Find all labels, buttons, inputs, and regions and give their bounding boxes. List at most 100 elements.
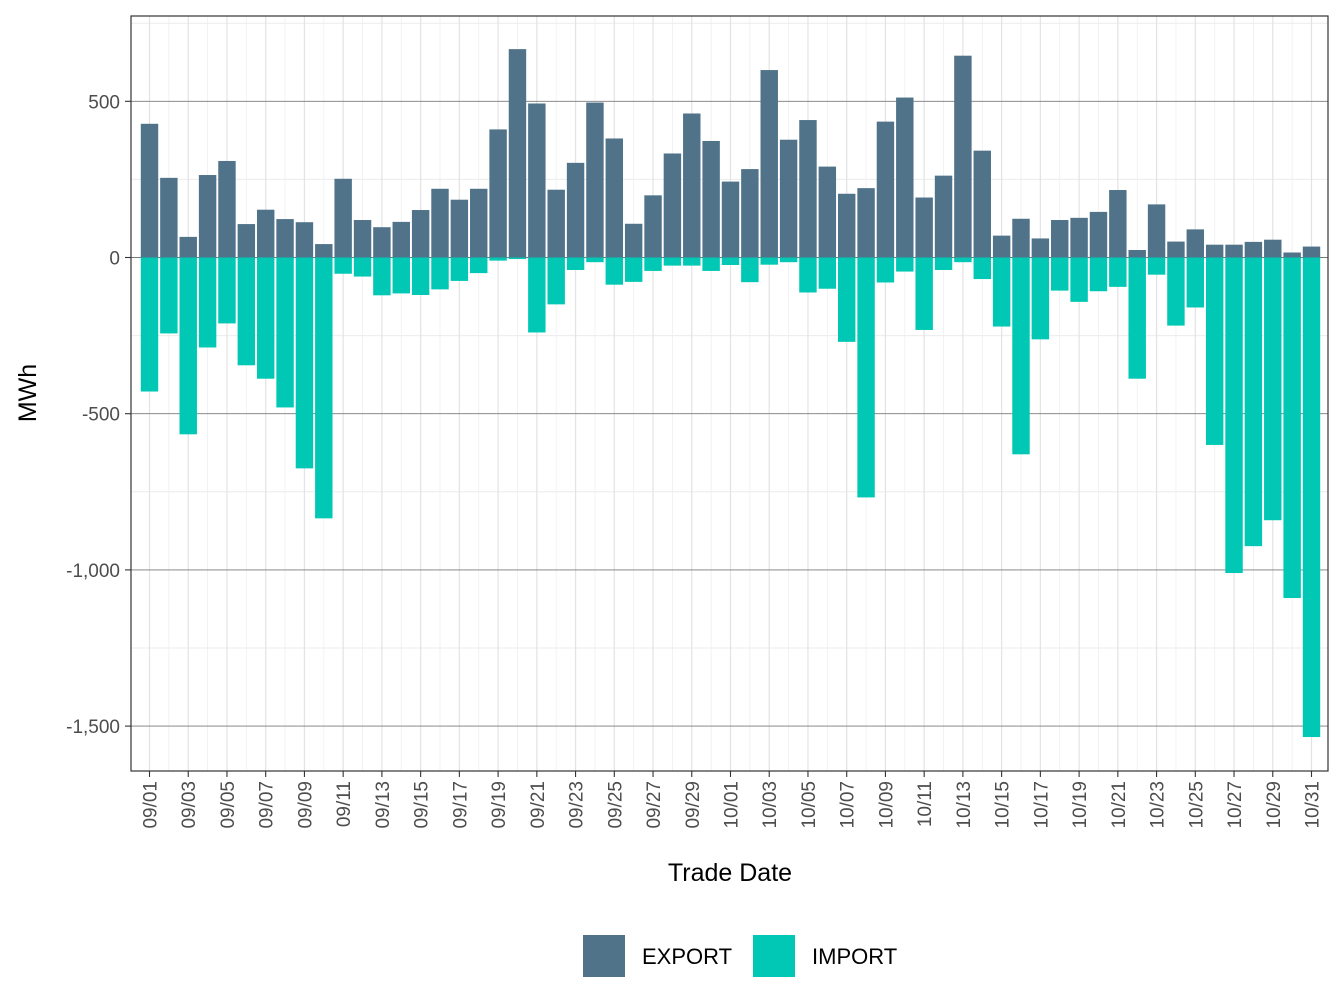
- bar-export-10-05: [799, 120, 817, 258]
- bar-export-09-06: [237, 224, 256, 258]
- bar-export-10-14: [973, 150, 991, 258]
- bar-import-10-18: [1051, 257, 1069, 291]
- x-tick-label: 09/23: [567, 781, 588, 829]
- bar-import-10-13: [954, 257, 972, 263]
- x-tick-label: 10/17: [1031, 781, 1052, 829]
- bar-export-10-17: [1031, 238, 1050, 258]
- bar-import-09-05: [218, 257, 236, 324]
- x-tick-label: 09/03: [179, 781, 200, 829]
- bar-export-10-23: [1147, 204, 1166, 258]
- bar-export-10-10: [896, 97, 914, 258]
- x-tick-label: 10/29: [1264, 781, 1285, 829]
- bar-import-10-06: [818, 257, 837, 289]
- bar-import-09-26: [624, 257, 643, 282]
- bar-import-10-27: [1225, 257, 1243, 574]
- bar-import-10-04: [779, 257, 798, 263]
- bar-import-10-17: [1031, 257, 1050, 340]
- x-tick-label: 10/21: [1109, 781, 1130, 829]
- x-tick-label: 09/01: [141, 781, 162, 829]
- bar-export-09-18: [470, 188, 488, 258]
- bar-export-09-20: [508, 49, 527, 258]
- bar-export-09-13: [373, 227, 391, 258]
- bar-export-09-05: [218, 160, 236, 258]
- x-tick-label: 09/21: [528, 781, 549, 829]
- bar-import-10-20: [1089, 257, 1108, 292]
- bar-import-10-22: [1128, 257, 1146, 379]
- bar-export-10-11: [915, 197, 933, 258]
- bar-import-09-24: [586, 257, 604, 263]
- x-tick-label: 10/13: [954, 781, 975, 829]
- bar-export-09-15: [411, 210, 430, 258]
- y-tick-label: 500: [88, 92, 120, 113]
- bar-import-10-28: [1244, 257, 1263, 547]
- x-tick-label: 10/19: [1070, 781, 1091, 829]
- bar-import-10-19: [1070, 257, 1088, 302]
- bar-export-10-19: [1070, 217, 1088, 258]
- x-tick-label: 09/07: [257, 781, 278, 829]
- x-tick-label: 09/09: [295, 781, 316, 829]
- bar-import-09-13: [373, 257, 391, 296]
- x-tick-label: 09/11: [334, 781, 355, 827]
- x-axis-title: Trade Date: [668, 859, 792, 887]
- y-axis: 500 0 -500 -1,000 -1,500: [66, 92, 131, 738]
- bar-export-10-24: [1167, 241, 1185, 258]
- bar-export-09-11: [334, 178, 352, 258]
- bar-import-09-29: [683, 257, 701, 266]
- x-tick-label: 09/19: [489, 781, 510, 829]
- bar-import-09-06: [237, 257, 256, 366]
- x-tick-label: 09/29: [683, 781, 704, 829]
- bar-export-10-29: [1264, 239, 1282, 258]
- x-axis: 09/01 09/03 09/05 09/07 09/09 09/11 09/13 09/15…: [141, 771, 1324, 829]
- bar-import-09-16: [431, 257, 449, 290]
- bar-import-10-09: [876, 257, 895, 283]
- bar-export-10-02: [741, 169, 759, 258]
- bar-export-10-08: [857, 188, 875, 258]
- bar-import-09-08: [276, 257, 294, 408]
- y-tick-label: -1,500: [66, 717, 120, 738]
- x-tick-label: 09/27: [644, 781, 665, 829]
- bar-import-09-25: [605, 257, 624, 285]
- x-tick-label: 10/05: [799, 781, 820, 829]
- bar-import-10-16: [1012, 257, 1030, 455]
- x-tick-label: 09/17: [450, 781, 471, 829]
- bar-export-09-26: [624, 223, 643, 258]
- bar-export-09-02: [160, 177, 178, 258]
- bar-export-10-31: [1302, 246, 1321, 258]
- bar-export-10-26: [1205, 244, 1224, 258]
- bar-import-09-21: [528, 257, 546, 333]
- bar-export-10-15: [992, 235, 1011, 258]
- bar-import-10-01: [721, 257, 740, 265]
- bar-export-09-25: [605, 138, 624, 258]
- x-tick-label: 09/05: [218, 781, 239, 829]
- bar-import-09-14: [392, 257, 410, 294]
- x-tick-label: 10/23: [1148, 781, 1169, 829]
- bar-export-09-29: [683, 113, 701, 258]
- bar-export-10-07: [837, 193, 856, 258]
- bar-import-09-23: [566, 257, 585, 270]
- bar-export-10-18: [1051, 220, 1069, 258]
- x-tick-label: 10/09: [876, 781, 897, 829]
- bars: [140, 49, 1321, 738]
- bar-import-09-09: [295, 257, 314, 469]
- bar-export-09-22: [547, 189, 565, 258]
- bar-import-10-25: [1186, 257, 1205, 308]
- bar-import-09-04: [198, 257, 217, 348]
- bar-import-10-07: [837, 257, 856, 342]
- legend-swatch-import: [753, 935, 795, 977]
- x-tick-label: 10/25: [1186, 781, 1207, 829]
- bar-import-09-28: [663, 257, 682, 266]
- bar-export-10-16: [1012, 218, 1030, 258]
- legend-label-export: EXPORT: [642, 944, 732, 969]
- bar-import-10-12: [934, 257, 953, 270]
- bar-import-10-08: [857, 257, 875, 498]
- bar-export-10-25: [1186, 229, 1205, 258]
- x-tick-label: 09/15: [412, 781, 433, 829]
- legend: EXPORT IMPORT: [583, 935, 897, 977]
- bar-import-10-23: [1147, 257, 1166, 275]
- bar-export-09-27: [644, 195, 662, 258]
- legend-label-import: IMPORT: [812, 944, 897, 969]
- bar-import-09-20: [508, 257, 527, 260]
- x-tick-label: 10/27: [1225, 781, 1246, 829]
- bar-import-10-10: [896, 257, 914, 272]
